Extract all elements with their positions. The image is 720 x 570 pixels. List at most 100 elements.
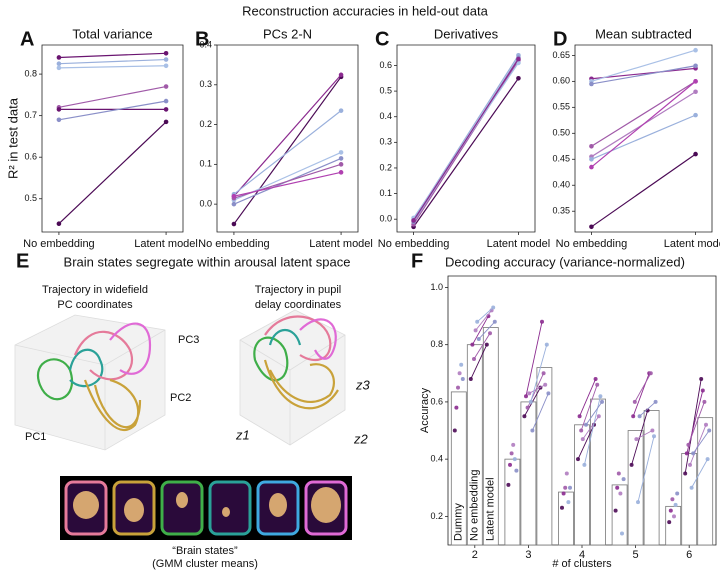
point [577, 414, 582, 419]
point [693, 79, 698, 84]
bar [558, 491, 574, 546]
point [231, 221, 237, 227]
point [509, 451, 514, 456]
caption: delay coordinates [255, 299, 342, 311]
point [338, 108, 344, 113]
point [688, 462, 692, 467]
caption: Trajectory in widefield [42, 284, 148, 296]
point [683, 471, 688, 476]
figure-title: Reconstruction accuracies in held-out da… [242, 3, 488, 18]
point [530, 428, 535, 433]
point [488, 331, 492, 336]
point [595, 382, 600, 387]
bar [466, 344, 483, 546]
point [506, 482, 511, 487]
panel-letter: C [375, 28, 389, 50]
pair-line [473, 332, 491, 360]
y-tick-label: 0.60 [552, 76, 570, 86]
pair-line [470, 344, 488, 380]
point [620, 531, 624, 536]
point [589, 156, 594, 162]
point [484, 342, 489, 347]
point [618, 491, 623, 496]
point [634, 437, 639, 442]
bar [681, 453, 698, 546]
point [705, 457, 710, 462]
point [600, 399, 604, 404]
pair-line [639, 401, 656, 417]
point [516, 56, 521, 62]
y-tick-label: 0.7 [24, 110, 37, 120]
point [686, 442, 691, 447]
pair-line [691, 458, 708, 488]
panel-title: Mean subtracted [595, 26, 692, 41]
point [667, 520, 672, 525]
point [541, 371, 546, 376]
pair-line [692, 430, 710, 454]
series-line [58, 121, 167, 225]
point [472, 356, 476, 361]
axis-frame [574, 44, 713, 233]
series-line [413, 60, 519, 225]
cube-left [14, 314, 166, 451]
bar [482, 327, 499, 546]
point [163, 51, 169, 56]
x-tick-label: Latent model [134, 238, 198, 250]
point [596, 414, 601, 419]
point [543, 382, 548, 387]
point [56, 61, 62, 66]
bar [520, 401, 537, 546]
series-line [233, 171, 342, 197]
point [456, 385, 460, 390]
point [163, 63, 169, 69]
bar [574, 424, 590, 546]
y-tick-label: 0.1 [379, 188, 392, 198]
point [516, 76, 521, 81]
point [589, 224, 594, 230]
bar [504, 458, 521, 546]
point [411, 218, 416, 223]
axis-frame [447, 275, 717, 546]
point [563, 485, 568, 490]
panel-letter: D [553, 28, 567, 50]
axis-label: PC3 [178, 334, 199, 346]
point [707, 428, 712, 433]
axis-label: z3 [355, 377, 371, 392]
point [527, 391, 532, 396]
point [528, 399, 533, 404]
point [615, 485, 620, 490]
trajectory-right [253, 315, 339, 410]
x-tick-label: No embedding [198, 238, 270, 250]
bar-series-label: Latent model [485, 477, 497, 541]
series-line [58, 52, 167, 59]
point [668, 508, 673, 513]
axis-label: z1 [235, 427, 250, 442]
y-tick-label: 0.0 [379, 214, 392, 224]
y-tick-label: 0.2 [379, 162, 392, 172]
point [652, 434, 656, 439]
y-axis-label: Accuracy [419, 387, 431, 433]
pair-line [525, 321, 543, 397]
pair-line [476, 307, 494, 323]
point [693, 112, 698, 118]
series-line [591, 153, 696, 228]
point [689, 485, 694, 490]
x-tick-label: Latent model [664, 238, 720, 250]
point [524, 394, 528, 399]
point [621, 477, 626, 482]
y-tick-label: 0.45 [552, 154, 570, 164]
point [704, 422, 708, 427]
point [56, 117, 62, 123]
y-tick-label: 0.5 [24, 193, 37, 203]
bar [611, 484, 628, 546]
point [582, 462, 587, 467]
y-tick-label: 0.2 [430, 511, 443, 521]
point [512, 457, 517, 462]
y-tick-label: 0.0 [199, 199, 212, 209]
point [231, 201, 237, 207]
pair-line [582, 415, 600, 440]
point [338, 170, 344, 175]
bar [697, 417, 714, 546]
panel-title: Total variance [72, 26, 152, 41]
